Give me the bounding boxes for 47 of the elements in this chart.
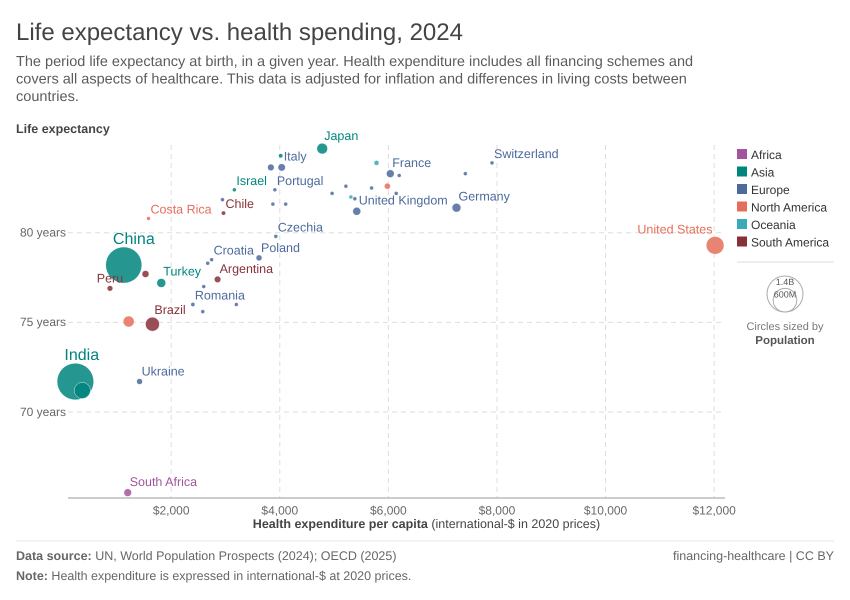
- source-note: Data source: UN, World Population Prospects (2024); OECD (2025): [16, 549, 396, 563]
- x-tick-label: $10,000: [584, 504, 628, 518]
- y-tick-label: 70 years: [20, 404, 66, 419]
- legend-label: Oceania: [751, 218, 796, 232]
- legend-label: Africa: [751, 148, 782, 162]
- x-tick-label: $4,000: [261, 504, 298, 518]
- annotation: Switzerland: [494, 146, 559, 161]
- annotation: United Kingdom: [358, 193, 448, 208]
- text: Note: Health expenditure is expressed in international-$ at 2020 prices.: [16, 569, 412, 583]
- annotation: Italy: [284, 150, 308, 164]
- annotation: Turkey: [163, 264, 202, 278]
- annotation: Israel: [236, 174, 267, 188]
- annotation: India: [64, 347, 100, 364]
- x-tick-label: $6,000: [370, 504, 408, 518]
- annotation: Argentina: [220, 262, 274, 276]
- legend-label: 1.4B: [776, 277, 794, 287]
- chart-title: Life expectancy vs. health spending, 2024: [16, 19, 463, 46]
- legend-label: North America: [751, 200, 828, 214]
- legend-title: Circles sized by Population: [746, 321, 824, 347]
- legend-label: Europe: [751, 183, 790, 197]
- annotation: Brazil: [154, 303, 186, 318]
- legend-label: Asia: [751, 166, 775, 180]
- annotation: Ukraine: [142, 364, 185, 379]
- x-tick-label: $12,000: [692, 504, 736, 518]
- annotation: Germany: [458, 189, 511, 204]
- y-tick-label: 75 years: [20, 315, 66, 330]
- annotation: Portugal: [276, 174, 324, 188]
- legend-label: 600M: [774, 289, 796, 300]
- legend-label: South America: [751, 236, 830, 250]
- annotation: United States: [637, 222, 712, 236]
- text: financing-healthcare | CC BY: [673, 549, 835, 563]
- annotation: Chile: [226, 196, 254, 211]
- x-axis-title: Health expenditure per capita (international-$ in 2020 prices): [252, 517, 600, 531]
- annotation: Japan: [324, 129, 358, 144]
- annotation: Romania: [194, 288, 245, 302]
- annotation: Poland: [261, 240, 300, 255]
- annotation: Czechia: [278, 220, 324, 234]
- y-axis-title: Life expectancy: [16, 122, 110, 136]
- y-tick-label: 80 years: [20, 226, 66, 240]
- annotation: South Africa: [130, 474, 198, 489]
- x-tick-label: $8,000: [478, 504, 516, 518]
- annotation: China: [112, 230, 155, 248]
- x-tick-label: $2,000: [152, 504, 190, 518]
- chart-subtitle: The period life expectancy at birth, in a given year. Health expenditure includes all financing schemes and covers all aspects of healthcare. This data is adjusted for inflation and differences in living costs between countries.: [16, 54, 694, 105]
- annotation: France: [392, 156, 432, 170]
- annotation: Costa Rica: [150, 202, 212, 216]
- annotation: Croatia: [214, 244, 254, 258]
